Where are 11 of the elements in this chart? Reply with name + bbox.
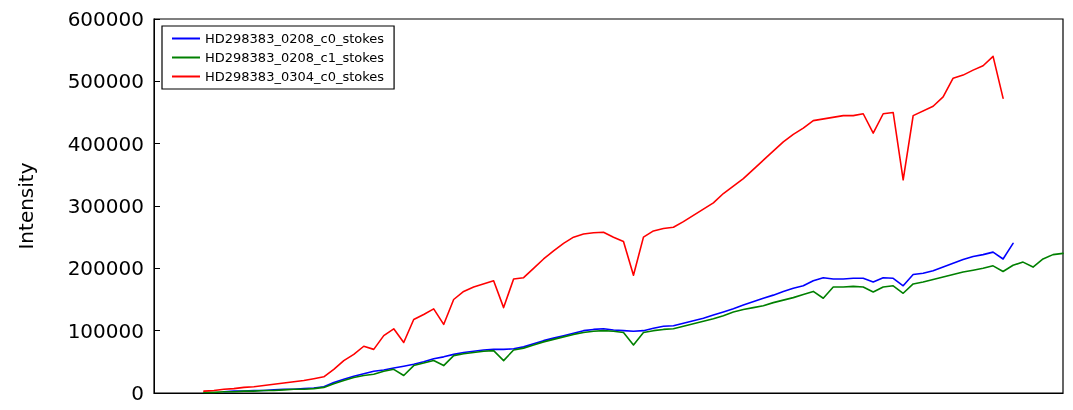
y-tick-label: 600000 [67,7,144,31]
y-axis-title: Intensity [14,162,38,250]
y-tick-label: 200000 [67,256,144,281]
legend-label: HD298383_0304_c0_stokes [205,69,385,84]
legend-label: HD298383_0208_c1_stokes [205,50,385,65]
y-tick-label: 500000 [67,69,144,94]
y-tick-label: 400000 [67,131,144,156]
y-tick-label: 0 [131,381,144,405]
y-tick-label: 100000 [67,318,144,343]
legend-label: HD298383_0208_c0_stokes [205,31,385,46]
y-tick-label: 300000 [67,194,144,218]
